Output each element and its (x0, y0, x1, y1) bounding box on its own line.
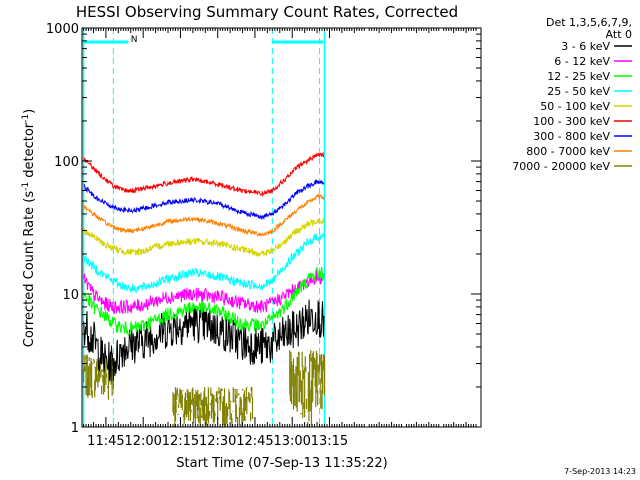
legend-label: 7000 - 20000 keV (512, 160, 610, 173)
legend-label: 12 - 25 keV (547, 70, 610, 83)
series-800-7000kev (83, 192, 325, 238)
y-tick-label: 10 (62, 288, 79, 303)
legend-label: 800 - 7000 keV (526, 145, 610, 158)
saa-mark: N (131, 35, 138, 45)
y-axis-label-main: Corrected Count Rate (s (22, 191, 37, 348)
axes: 1 10 100 1000 11:45 12:00 12:15 12:30 12:45 13:00… (46, 22, 481, 449)
series-50-100kev (83, 218, 325, 257)
footer-timestamp: 7-Sep-2013 14:23 (564, 467, 636, 476)
y-tick-label: 1000 (46, 22, 79, 37)
legend-label: 25 - 50 keV (547, 85, 610, 98)
legend-label: 50 - 100 keV (540, 100, 610, 113)
x-tick-label: 11:45 (87, 434, 124, 449)
y-axis-label-sup1: -1 (21, 182, 31, 191)
y-axis-label-sup2: -1 (21, 114, 31, 123)
plot-frame (81, 27, 482, 428)
y-axis-label-end: ) (22, 109, 37, 114)
series-7000-20000-kev (172, 387, 254, 427)
series-300-800kev (83, 179, 325, 221)
x-axis-label: Start Time (07-Sep-13 11:35:22) (176, 456, 387, 471)
series-7000-20000-kev (289, 350, 326, 427)
x-tick-label: 13:15 (311, 434, 348, 449)
series-100-300kev (83, 152, 325, 198)
chart-title: HESSI Observing Summary Count Rates, Cor… (76, 3, 458, 21)
plot-area: N (82, 28, 326, 427)
y-tick-label: 1 (71, 421, 79, 436)
legend-header: Att 0 (606, 28, 632, 41)
legend-label: 300 - 800 keV (533, 130, 610, 143)
y-tick-label: 100 (54, 155, 79, 170)
series-25-50kev (83, 233, 325, 294)
x-tick-label: 12:15 (162, 434, 199, 449)
x-tick-label: 13:00 (273, 434, 310, 449)
series-6-12kev (83, 270, 325, 315)
x-tick-label: 12:45 (236, 434, 273, 449)
y-axis-label-mid: detector (22, 122, 37, 182)
legend-label: 6 - 12 keV (554, 55, 610, 68)
x-tick-label: 12:00 (124, 434, 161, 449)
legend: Det 1,3,5,6,7,9,Att 03 - 6 keV 6 - 12 keV… (512, 16, 632, 173)
x-tick-label: 12:30 (199, 434, 236, 449)
legend-label: 3 - 6 keV (561, 40, 610, 53)
y-axis-label: Corrected Count Rate (s-1 detector-1) (21, 109, 37, 347)
legend-label: 100 - 300 keV (533, 115, 610, 128)
legend-header: Det 1,3,5,6,7,9, (546, 16, 632, 29)
series-12-25kev (83, 266, 325, 337)
